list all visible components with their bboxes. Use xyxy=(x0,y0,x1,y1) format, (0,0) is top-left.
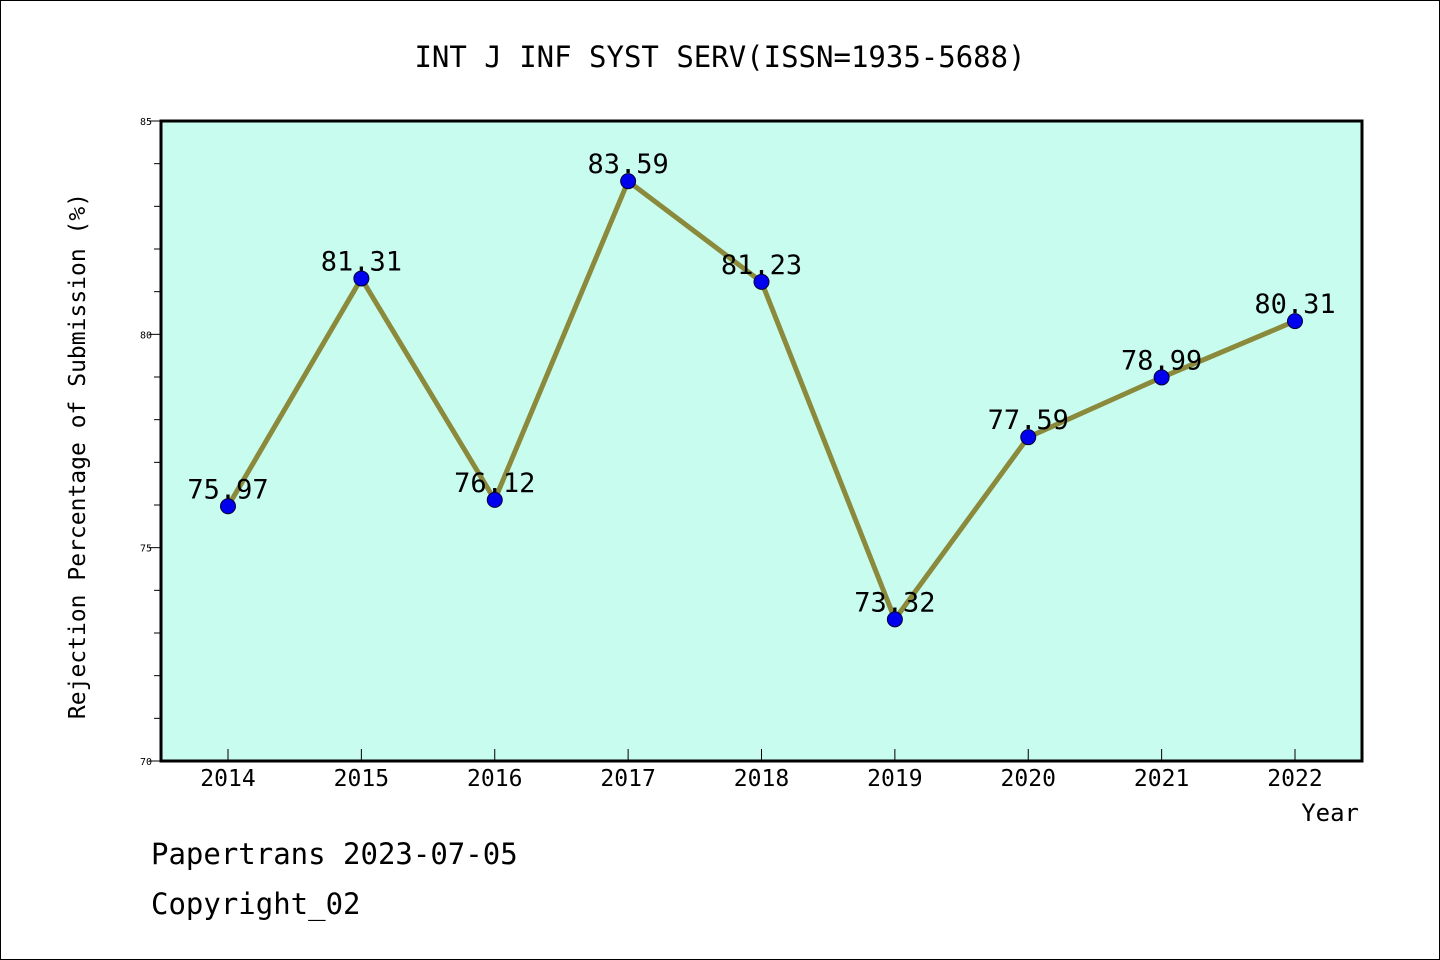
data-point xyxy=(1287,313,1303,330)
footer-copyright: Copyright_02 xyxy=(151,887,361,921)
x-tick-label: 2014 xyxy=(200,766,255,792)
x-tick-label: 2018 xyxy=(734,766,789,792)
plot-area xyxy=(159,119,1364,763)
y-tick-label: 85 xyxy=(140,117,152,128)
y-tick-label: 75 xyxy=(140,544,152,555)
y-tick-label: 70 xyxy=(140,757,152,768)
x-tick-label: 2016 xyxy=(467,766,522,792)
data-point xyxy=(353,270,370,287)
data-label: 83.59 xyxy=(587,149,668,180)
data-label: 80.31 xyxy=(1254,289,1335,320)
x-tick-label: 2017 xyxy=(600,766,655,792)
data-label-group: 75.97 81.31 76.12 83.59 81.23 73.32 77.59 78.99… xyxy=(187,149,1335,618)
x-axis: 2014 2015 2016 2017 2018 2019 2020 2021 2022 xyxy=(200,749,1323,792)
data-point xyxy=(486,491,503,508)
footer-date: Papertrans 2023-07-05 xyxy=(151,837,518,871)
series-line-group xyxy=(220,173,1303,628)
data-label: 78.99 xyxy=(1121,345,1202,376)
data-label: 76.12 xyxy=(454,468,535,499)
x-tick-label: 2020 xyxy=(1001,766,1056,792)
chart-title: INT J INF SYST SERV(ISSN=1935-5688) xyxy=(414,40,1025,74)
y-axis-label: Rejection Percentage of Submission (%) xyxy=(65,193,91,719)
data-label: 81.23 xyxy=(721,250,802,281)
y-axis: 70 75 80 85 xyxy=(140,117,160,768)
data-label: 75.97 xyxy=(187,474,268,505)
x-tick-label: 2022 xyxy=(1267,766,1322,792)
data-point xyxy=(1153,369,1170,386)
data-point xyxy=(753,273,770,290)
data-label: 73.32 xyxy=(854,587,935,618)
x-tick-label: 2021 xyxy=(1134,766,1189,792)
x-tick-label: 2015 xyxy=(334,766,389,792)
x-axis-label: Year xyxy=(1301,799,1359,827)
data-label: 81.31 xyxy=(321,246,402,277)
x-tick-label: 2019 xyxy=(867,766,922,792)
data-point xyxy=(620,173,637,190)
data-point xyxy=(886,611,903,628)
data-label: 77.59 xyxy=(988,405,1069,436)
y-tick-label: 80 xyxy=(140,330,152,341)
data-point xyxy=(220,498,236,515)
data-point xyxy=(1020,429,1037,446)
